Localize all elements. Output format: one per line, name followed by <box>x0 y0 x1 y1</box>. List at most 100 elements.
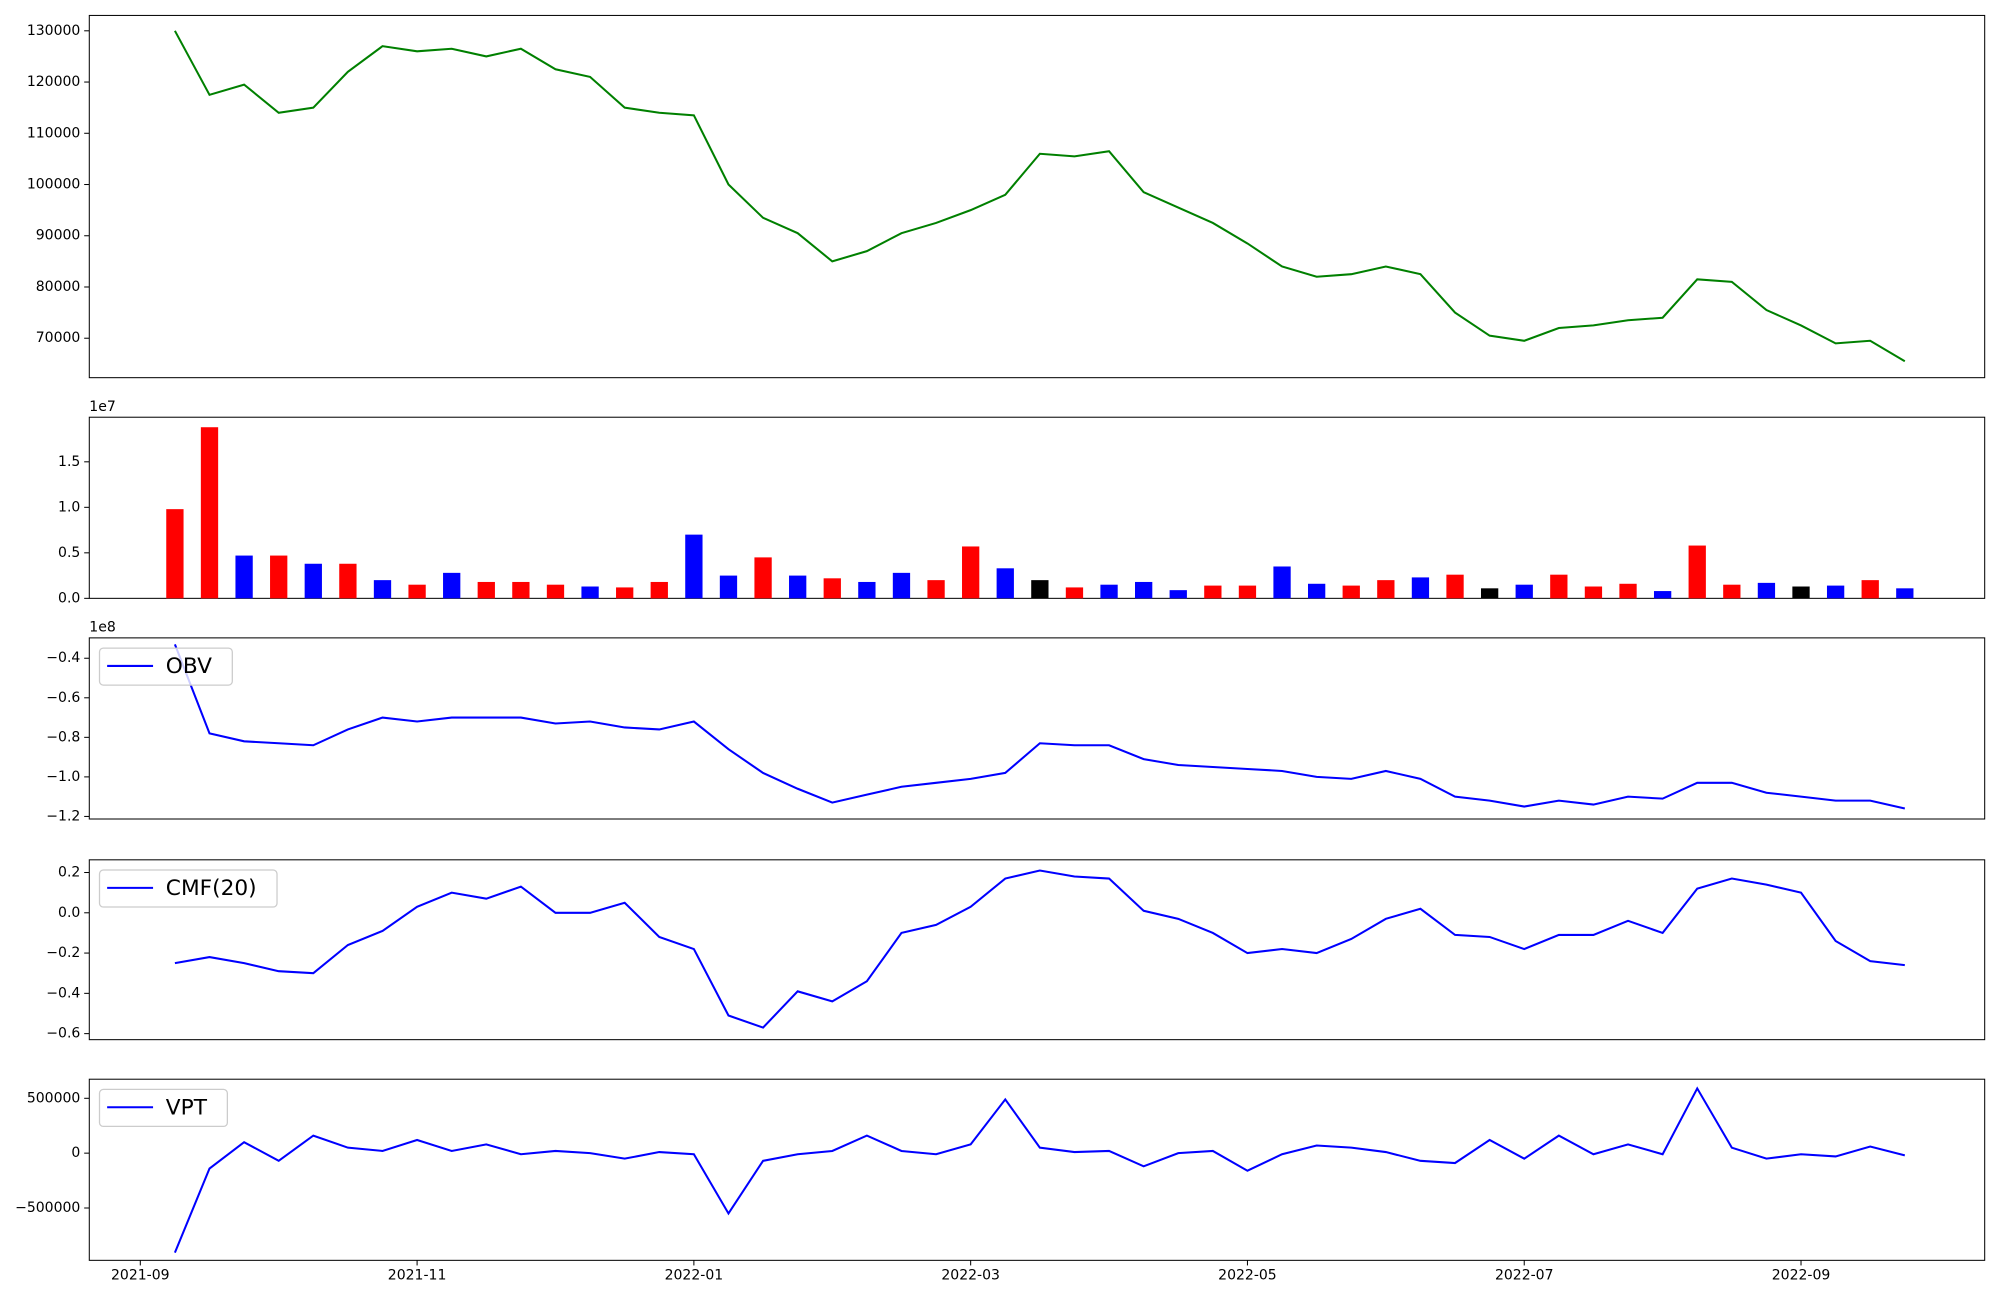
volume-bar <box>443 572 461 599</box>
volume-bar <box>1619 583 1637 599</box>
volume-bar <box>512 581 530 599</box>
volume-bar <box>1792 586 1810 599</box>
volume-bar <box>1031 580 1049 599</box>
y-tick-label: 0.2 <box>58 865 80 881</box>
volume-bar <box>1480 588 1499 599</box>
y-tick-label: 500000 <box>27 1090 81 1106</box>
volume-bar <box>1688 545 1706 599</box>
plot-frame <box>88 14 1986 379</box>
y-tick-label: 120000 <box>27 74 81 90</box>
volume-bar <box>1377 580 1395 599</box>
plot-frame <box>88 1078 1986 1261</box>
y-tick-label: −0.4 <box>46 985 80 1001</box>
legend-box <box>98 869 278 908</box>
y-tick-label: 130000 <box>27 23 81 39</box>
x-tick-label: 2022-03 <box>941 1268 1000 1284</box>
legend-label: VPT <box>166 1096 208 1121</box>
volume-bar <box>1515 584 1533 599</box>
y-tick-label: 100000 <box>27 177 81 193</box>
y-tick-label: −1.2 <box>46 808 80 824</box>
data-line <box>174 869 1905 1029</box>
data-line <box>173 1086 1906 1254</box>
volume-bar <box>927 580 945 599</box>
volume-bar <box>685 534 703 599</box>
volume-bar <box>1204 585 1222 599</box>
volume-bar <box>962 546 980 599</box>
volume-bar <box>1100 584 1118 599</box>
legend-box <box>98 1088 229 1128</box>
volume-bar <box>1826 585 1845 599</box>
axis-offset-label: 1e8 <box>89 620 115 636</box>
volume-bar <box>754 557 772 599</box>
y-tick-label: 0.0 <box>58 905 80 921</box>
axis-offset-label: 1e7 <box>89 399 115 415</box>
volume-bar <box>1135 581 1153 599</box>
y-tick-label: −500000 <box>15 1200 80 1216</box>
y-tick-label: 90000 <box>36 228 81 244</box>
legend-label: CMF(20) <box>166 876 257 901</box>
y-tick-label: −0.6 <box>46 690 80 706</box>
volume-bar <box>1584 586 1603 599</box>
y-tick-label: −0.6 <box>46 1026 80 1042</box>
volume-bar <box>546 584 565 599</box>
y-tick-label: 0.0 <box>58 590 80 606</box>
y-tick-label: 70000 <box>36 330 81 346</box>
volume-bar <box>650 581 668 599</box>
data-line <box>173 644 1906 810</box>
volume-bar <box>616 587 634 599</box>
volume-bar <box>304 563 322 599</box>
data-line <box>174 30 1906 363</box>
volume-bar <box>408 584 426 599</box>
volume-bar <box>719 575 738 599</box>
legend-box <box>98 647 233 686</box>
volume-bar <box>339 563 357 599</box>
y-tick-label: 0 <box>71 1145 80 1161</box>
volume-bar <box>1723 584 1741 599</box>
y-tick-label: 1.0 <box>58 499 80 515</box>
x-tick-label: 2022-01 <box>665 1268 724 1284</box>
volume-bar <box>477 581 495 599</box>
volume-bar <box>892 572 911 599</box>
volume-bar <box>1653 591 1672 599</box>
volume-bar <box>1169 590 1187 599</box>
volume-bar <box>235 555 253 599</box>
volume-bar <box>1550 574 1568 599</box>
volume-bar <box>200 427 219 599</box>
volume-bar <box>789 575 807 599</box>
y-tick-label: −0.2 <box>46 945 80 961</box>
y-tick-label: 1.5 <box>58 454 80 470</box>
x-tick-label: 2022-07 <box>1495 1268 1554 1284</box>
x-tick-label: 2021-11 <box>388 1268 447 1284</box>
volume-bar <box>1757 582 1776 599</box>
volume-bar <box>1307 583 1326 599</box>
volume-bar <box>1446 574 1464 599</box>
volume-bar <box>270 555 288 599</box>
y-tick-label: −0.8 <box>46 729 80 745</box>
x-tick-label: 2022-05 <box>1218 1268 1277 1284</box>
volume-bar <box>1273 566 1291 599</box>
x-tick-label: 2022-09 <box>1772 1268 1831 1284</box>
y-tick-label: −1.0 <box>46 769 80 785</box>
volume-bar <box>996 568 1014 599</box>
volume-bar <box>858 581 876 599</box>
volume-bar <box>823 578 841 599</box>
y-tick-label: −0.4 <box>46 650 80 666</box>
volume-bar <box>1861 580 1879 599</box>
y-tick-label: 110000 <box>27 125 81 141</box>
legend-label: OBV <box>166 654 212 679</box>
volume-bar <box>373 580 392 599</box>
x-tick-label: 2021-09 <box>111 1268 170 1284</box>
plot-frame <box>88 859 1986 1041</box>
volume-bar <box>1411 577 1430 599</box>
volume-bar <box>1342 585 1360 599</box>
y-tick-label: 80000 <box>36 279 81 295</box>
volume-bar <box>1238 585 1257 599</box>
volume-bar <box>166 509 184 599</box>
y-tick-label: 0.5 <box>58 545 80 561</box>
volume-bar <box>1896 588 1914 599</box>
volume-bar <box>1065 587 1084 599</box>
plot-frame <box>88 637 1986 820</box>
volume-bar <box>581 586 599 599</box>
